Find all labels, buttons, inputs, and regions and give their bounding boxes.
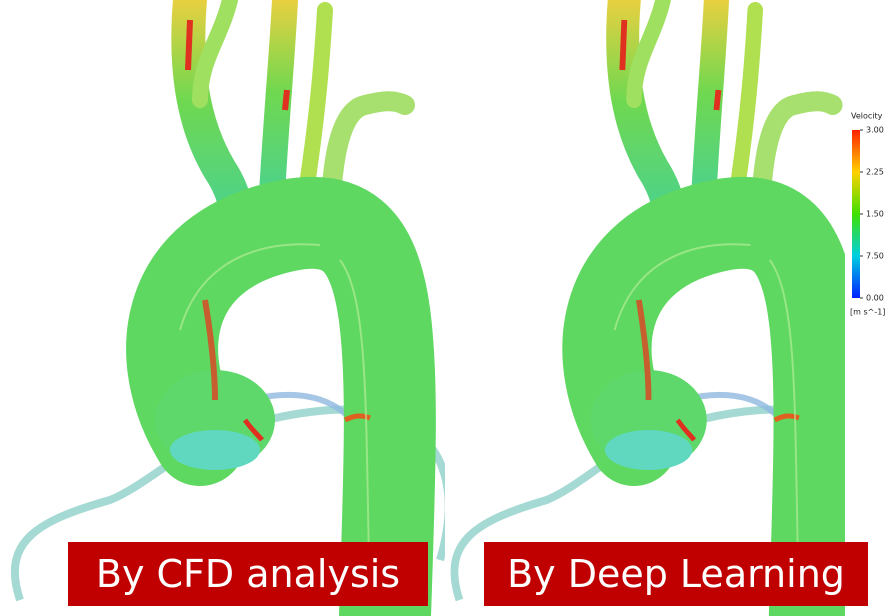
colorbar-unit: [m s^-1]	[850, 308, 885, 317]
colorbar-title: Velocity	[851, 112, 883, 121]
render-canvas: Velocity 3.00 2.25 1.50 7.50 0.00 [m s^-1]	[0, 0, 887, 616]
colorbar-label: 1.50	[866, 210, 884, 219]
caption: By CFD analysis	[68, 542, 428, 606]
colorbar	[852, 130, 860, 298]
colorbar-label: 3.00	[866, 126, 884, 135]
caption: By Deep Learning	[484, 542, 868, 606]
colorbar-label: 0.00	[866, 294, 884, 303]
dl-render	[454, 0, 875, 616]
colorbar-label: 2.25	[866, 168, 884, 177]
figure: Velocity 3.00 2.25 1.50 7.50 0.00 [m s^-1] B…	[0, 0, 887, 616]
colorbar-label: 7.50	[866, 252, 884, 261]
cfd-render	[15, 0, 449, 616]
